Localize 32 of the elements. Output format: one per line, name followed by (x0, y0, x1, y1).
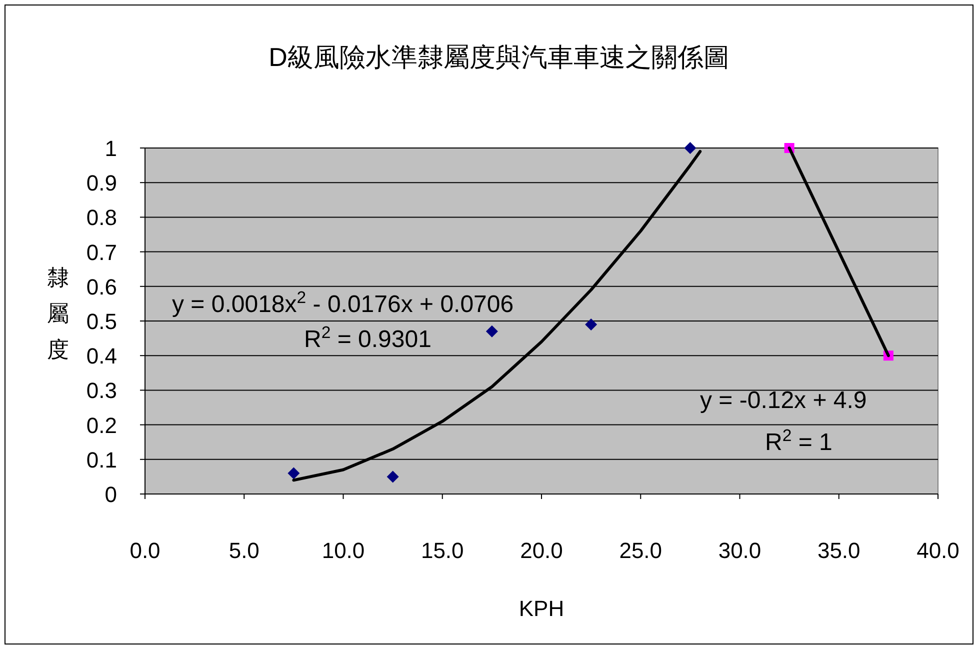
x-tick-label: 10.0 (322, 538, 365, 563)
y-axis-title: 隸屬度 (47, 265, 69, 362)
point (486, 325, 498, 338)
annotation: R$^{2}$ = 1 (765, 426, 832, 456)
y-tick-label: 0.4 (86, 344, 117, 369)
y-tick-label: 0.9 (86, 170, 117, 196)
annotation: R$^{2}$ = 0.9301 (304, 322, 432, 353)
point (684, 142, 696, 154)
x-tick-label: 15.0 (420, 538, 464, 563)
x-tick-label: 35.0 (817, 538, 860, 563)
x-tick-label: 30.0 (718, 538, 762, 563)
y-tick-label: 1 (104, 136, 117, 161)
point (386, 470, 399, 483)
point (585, 318, 598, 330)
y-tick-label: 0.3 (86, 378, 117, 404)
x-tick-label: 40.0 (916, 538, 960, 563)
annotation: y = 0.0018x$^{2}$ - 0.0176x + 0.0706 (172, 288, 514, 318)
x-tick-label: 0.0 (130, 538, 160, 563)
y-tick-label: 0.2 (86, 412, 117, 438)
y-tick-label: 0.7 (86, 240, 117, 265)
x-axis-title: KPH (518, 596, 564, 621)
chart-title: D級風險水準隸屬度與汽車車速之關係圖 (268, 42, 730, 72)
y-tick-label: 0.5 (86, 309, 117, 334)
y-tick-label: 0.1 (86, 447, 117, 472)
y-tick-label: 0.8 (86, 205, 117, 230)
point (288, 467, 300, 480)
y-tick-label: 0.6 (86, 274, 117, 300)
y-tick-label: 0 (104, 482, 117, 507)
x-tick-label: 5.0 (228, 538, 260, 563)
annotation: y = -0.12x + 4.9 (700, 387, 867, 414)
x-tick-label: 20.0 (520, 538, 563, 563)
x-tick-label: 25.0 (619, 538, 662, 563)
